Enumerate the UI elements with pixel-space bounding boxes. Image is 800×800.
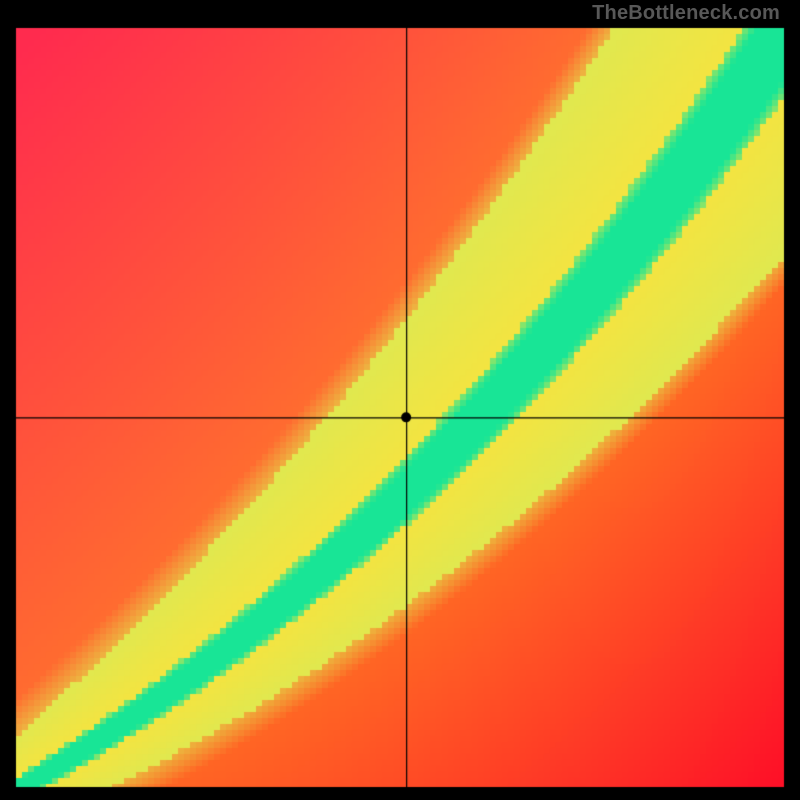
chart-container: { "watermark": "TheBottleneck.com", "can… <box>0 0 800 800</box>
bottleneck-heatmap-canvas <box>0 0 800 800</box>
watermark-text: TheBottleneck.com <box>592 2 780 25</box>
